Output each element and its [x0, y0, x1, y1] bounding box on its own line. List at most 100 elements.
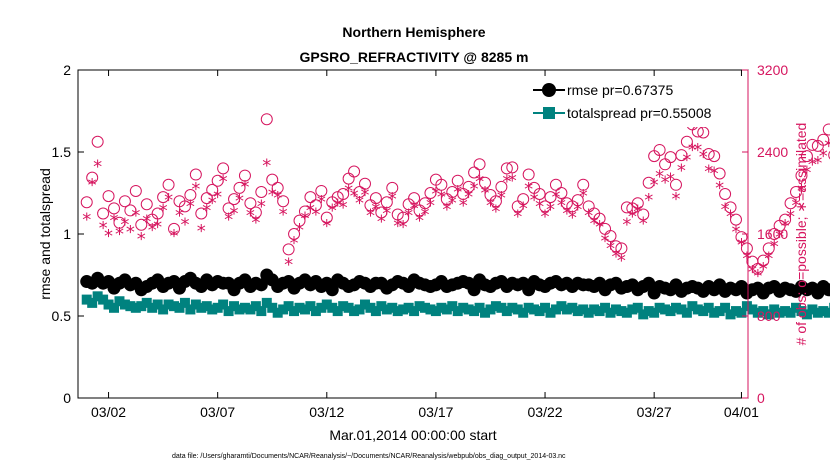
x-tick-label: 04/01	[724, 404, 759, 420]
totalspread-point	[201, 301, 212, 312]
totalspread-point	[430, 306, 441, 317]
obs-assimilated-point: *	[393, 216, 402, 237]
obs-assimilated-point: *	[502, 172, 511, 193]
totalspread-point	[245, 304, 256, 315]
totalspread-point	[769, 304, 780, 315]
obs-assimilated-point: *	[99, 218, 108, 239]
obs-possible-point	[713, 167, 726, 180]
obs-assimilated-point: *	[295, 220, 304, 241]
x-tick-label: 03/02	[91, 404, 126, 420]
obs-assimilated-point: *	[633, 201, 642, 222]
obs-assimilated-point: *	[164, 190, 173, 211]
obs-assimilated-point: *	[464, 187, 473, 208]
obs-possible-point	[468, 166, 481, 179]
obs-possible-point	[779, 213, 792, 226]
y-left-tick-label: 0	[63, 390, 71, 406]
obs-assimilated-point: *	[306, 200, 315, 221]
totalspread-point	[621, 307, 632, 318]
obs-possible-point	[729, 213, 742, 226]
totalspread-point	[152, 299, 163, 310]
x-tick-label: 03/12	[309, 404, 344, 420]
totalspread-point	[299, 304, 310, 315]
obs-assimilated-point: *	[202, 200, 211, 221]
obs-possible-point	[124, 204, 137, 217]
totalspread-point	[261, 297, 272, 308]
obs-possible-point	[380, 196, 393, 209]
obs-assimilated-point: *	[508, 171, 517, 192]
totalspread-point	[676, 304, 687, 315]
obs-assimilated-point: *	[584, 206, 593, 227]
obs-assimilated-point: *	[322, 216, 331, 237]
obs-assimilated-point: *	[786, 207, 795, 228]
totalspread-point	[823, 307, 830, 318]
totalspread-point	[92, 291, 103, 302]
x-axis: 03/02 03/07 03/12 03/17 03/22 03/27 04/01	[91, 70, 759, 420]
obs-possible-point	[244, 197, 257, 210]
obs-assimilated-point: *	[311, 204, 320, 225]
obs-possible-point	[282, 243, 295, 256]
obs-assimilated-point: *	[541, 207, 550, 228]
chart-title-line2: GPSRO_REFRACTIVITY @ 8285 m	[300, 49, 529, 65]
y-right-tick-label: 2400	[757, 144, 788, 160]
obs-assimilated-point: *	[475, 172, 484, 193]
totalspread-point	[780, 306, 791, 317]
totalspread-point	[720, 302, 731, 313]
obs-assimilated-point: *	[350, 186, 359, 207]
totalspread-point	[212, 302, 223, 313]
totalspread-point	[736, 307, 747, 318]
obs-assimilated-point: *	[622, 215, 631, 236]
totalspread-point	[698, 306, 709, 317]
obs-possible-point	[337, 188, 350, 201]
obs-assimilated-point: *	[208, 193, 217, 214]
obs-possible-point	[680, 135, 693, 148]
obs-assimilated-point: *	[82, 210, 91, 231]
obs-assimilated-point: *	[197, 221, 206, 242]
totalspread-point	[523, 302, 534, 313]
totalspread-point	[687, 301, 698, 312]
totalspread-point	[496, 302, 507, 313]
obs-possible-point	[702, 148, 715, 161]
obs-possible-point	[233, 181, 246, 194]
obs-assimilated-point: *	[568, 208, 577, 229]
totalspread-point	[752, 307, 763, 318]
obs-assimilated-point: *	[235, 191, 244, 212]
obs-possible-point	[113, 216, 126, 229]
obs-assimilated-point: *	[753, 266, 762, 287]
totalspread-point	[272, 307, 283, 318]
obs-assimilated-point: *	[693, 140, 702, 161]
totalspread-point	[332, 306, 343, 317]
obs-possible-point	[298, 205, 311, 218]
obs-assimilated-point: *	[808, 154, 817, 175]
obs-assimilated-point: *	[339, 197, 348, 218]
obs-assimilated-point: *	[153, 217, 162, 238]
totalspread-point	[376, 301, 387, 312]
totalspread-point	[114, 296, 125, 307]
obs-assimilated-point: *	[666, 170, 675, 191]
obs-assimilated-point: *	[104, 226, 113, 247]
totalspread-point	[359, 299, 370, 310]
obs-assimilated-point: *	[742, 249, 751, 270]
totalspread-point	[725, 309, 736, 320]
totalspread-point	[136, 301, 147, 312]
obs-possible-point	[506, 161, 519, 174]
obs-possible-point	[358, 177, 371, 190]
obs-possible-point	[790, 185, 803, 198]
obs-possible-point	[669, 178, 682, 191]
obs-possible-point	[266, 173, 279, 186]
totalspread-point	[703, 302, 714, 313]
obs-assimilated-point: *	[126, 222, 135, 243]
totalspread-point	[670, 302, 681, 313]
totalspread-point	[267, 302, 278, 313]
obs-assimilated-point: *	[595, 217, 604, 238]
rmse-point	[254, 278, 268, 292]
obs-assimilated-point: *	[93, 156, 102, 177]
obs-assimilated-point: *	[382, 203, 391, 224]
obs-assimilated-point: *	[688, 140, 697, 161]
obs-assimilated-point: *	[410, 198, 419, 219]
obs-possible-point	[539, 200, 552, 213]
totalspread-point	[643, 306, 654, 317]
obs-possible-point	[631, 197, 644, 210]
totalspread-point	[660, 304, 671, 315]
obs-assimilated-point: *	[546, 199, 555, 220]
obs-assimilated-point: *	[551, 187, 560, 208]
